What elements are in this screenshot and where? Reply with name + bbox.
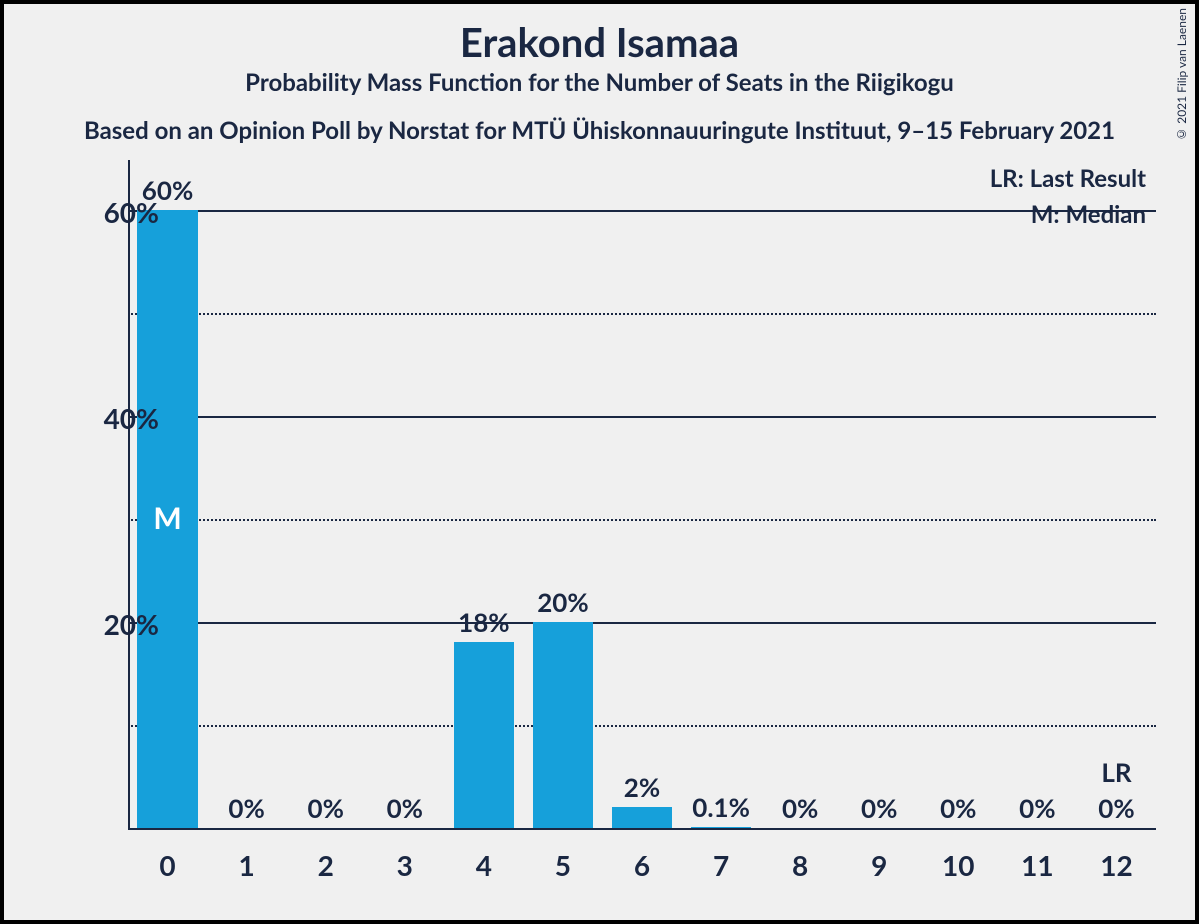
x-axis	[128, 828, 1156, 830]
x-tick-label: 11	[998, 848, 1077, 882]
x-tick-label: 9	[840, 848, 919, 882]
median-marker: M	[153, 500, 181, 536]
gridline-major	[128, 210, 1156, 212]
x-tick-label: 1	[207, 848, 286, 882]
legend-lr: LR: Last Result	[990, 164, 1146, 193]
x-tick-label: 10	[919, 848, 998, 882]
x-tick-label: 0	[128, 848, 207, 882]
y-tick-label: 20%	[59, 607, 159, 641]
bar-value-label: 0%	[1066, 792, 1166, 824]
x-tick-label: 2	[286, 848, 365, 882]
gridline-minor	[128, 725, 1156, 727]
chart-source: Based on an Opinion Poll by Norstat for …	[0, 116, 1199, 145]
y-axis	[128, 160, 130, 830]
x-tick-label: 7	[682, 848, 761, 882]
lr-marker: LR	[1101, 756, 1131, 788]
x-tick-label: 4	[444, 848, 523, 882]
x-tick-label: 12	[1077, 848, 1156, 882]
x-tick-label: 5	[523, 848, 602, 882]
bar-value-label: 0%	[355, 792, 455, 824]
x-tick-label: 6	[603, 848, 682, 882]
bar-value-label: 20%	[513, 586, 613, 618]
chart-title: Erakond Isamaa	[0, 18, 1199, 66]
bar	[533, 622, 593, 828]
gridline-minor	[128, 519, 1156, 521]
y-tick-label: 40%	[59, 401, 159, 435]
plot-area: 60%0%0%0%18%20%2%0.1%0%0%0%0%0%MLR 01234…	[128, 160, 1156, 830]
bar	[612, 807, 672, 828]
y-tick-label: 60%	[59, 195, 159, 229]
bar	[454, 642, 514, 828]
x-tick-label: 8	[761, 848, 840, 882]
bar	[691, 827, 751, 828]
gridline-major	[128, 416, 1156, 418]
legend-m: M: Median	[1031, 200, 1146, 229]
x-tick-label: 3	[365, 848, 444, 882]
gridline-major	[128, 622, 1156, 624]
gridline-minor	[128, 313, 1156, 315]
chart-subtitle: Probability Mass Function for the Number…	[0, 68, 1199, 97]
